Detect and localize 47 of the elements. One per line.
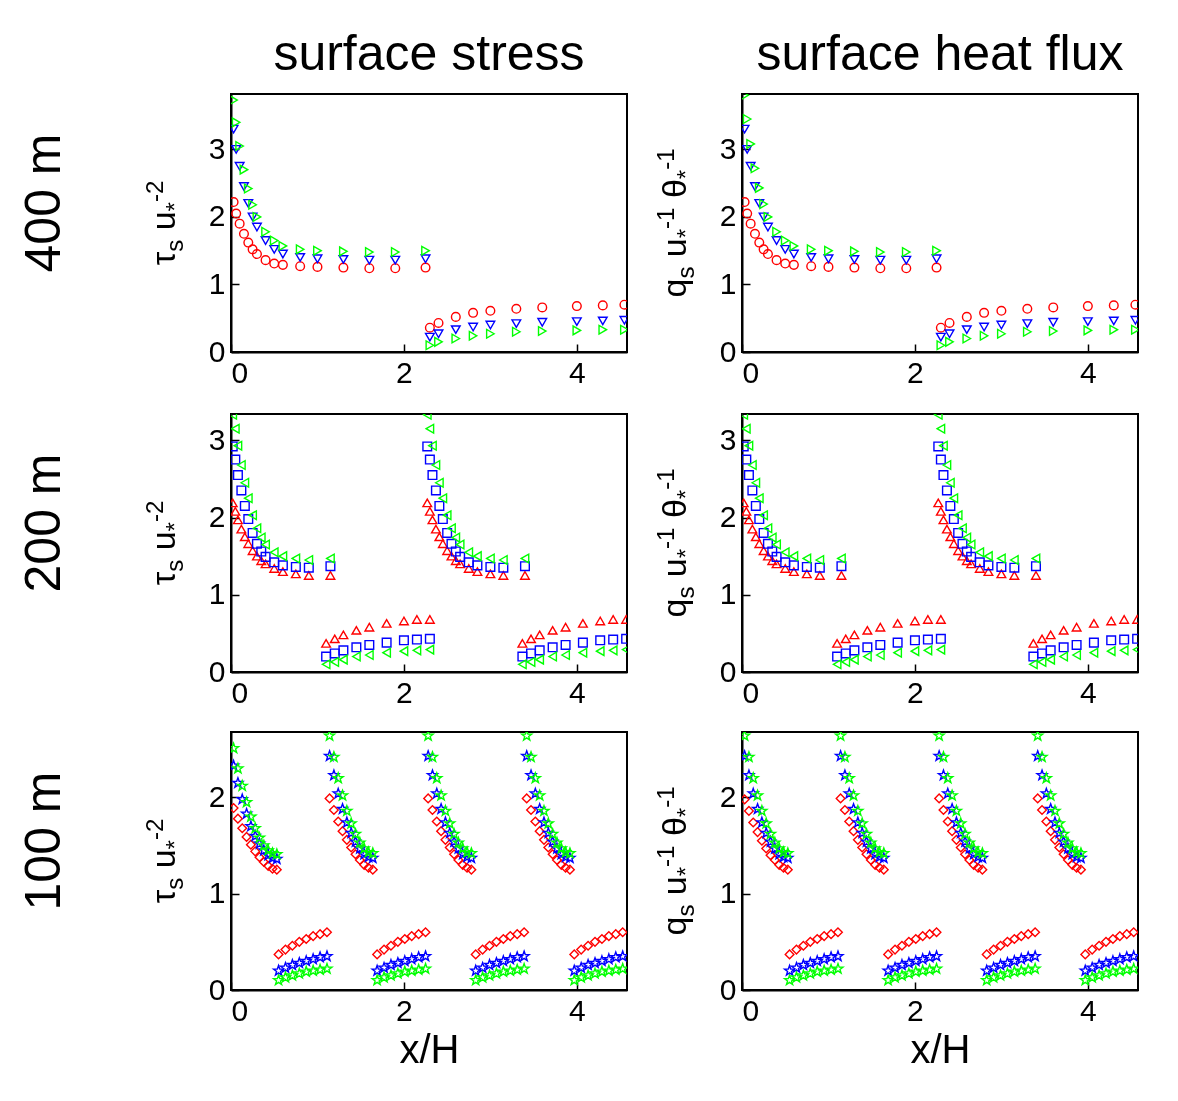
y-tick-label: 1 (208, 577, 226, 611)
x-tick-label: 0 (742, 675, 760, 709)
y-tick-label: 1 (719, 266, 737, 300)
y-tick-label: 0 (208, 334, 226, 368)
x-tick-label: 2 (907, 993, 924, 1027)
y-tick-label: 0 (719, 972, 737, 1006)
x-tick-label: 2 (396, 993, 413, 1027)
text: 100 m (14, 771, 72, 911)
text: 200 m (14, 453, 72, 593)
y-tick-label: 3 (719, 422, 737, 456)
x-tick-label: 4 (1080, 355, 1097, 389)
y-tick-label: 0 (719, 334, 737, 368)
y-tick-label: 2 (719, 199, 737, 233)
x-tick-label: 4 (569, 355, 586, 389)
y-tick-label: 3 (719, 131, 737, 165)
y-tick-label: 1 (719, 876, 737, 910)
x-tick-label: 2 (907, 675, 924, 709)
x-tick-label: 4 (1080, 993, 1097, 1027)
y-tick-label: 0 (208, 654, 226, 688)
x-tick-label: 0 (231, 993, 249, 1027)
x-tick-label: 2 (396, 355, 413, 389)
x-axis-title: x/H (399, 1026, 460, 1071)
y-tick-label: 2 (208, 500, 226, 534)
y-tick-label: 2 (719, 779, 737, 813)
chart-title: surface stress (273, 25, 585, 81)
y-tick-label: 3 (208, 131, 226, 165)
text: 400 m (14, 133, 72, 273)
y-tick-label: 1 (208, 266, 226, 300)
y-tick-label: 1 (208, 876, 226, 910)
y-tick-label: 2 (208, 199, 226, 233)
y-tick-label: 2 (208, 779, 226, 813)
y-tick-label: 0 (208, 972, 226, 1006)
chart-title: surface heat flux (756, 25, 1124, 81)
y-tick-label: 2 (719, 500, 737, 534)
x-tick-label: 0 (742, 355, 760, 389)
x-tick-label: 2 (907, 355, 924, 389)
x-axis-title: x/H (910, 1026, 971, 1071)
x-tick-label: 0 (742, 993, 760, 1027)
x-tick-label: 0 (231, 675, 249, 709)
y-tick-label: 1 (719, 577, 737, 611)
x-tick-label: 4 (569, 675, 586, 709)
x-tick-label: 4 (569, 993, 586, 1027)
x-tick-label: 0 (231, 355, 249, 389)
x-tick-label: 2 (396, 675, 413, 709)
y-tick-label: 3 (208, 422, 226, 456)
y-tick-label: 0 (719, 654, 737, 688)
x-tick-label: 4 (1080, 675, 1097, 709)
